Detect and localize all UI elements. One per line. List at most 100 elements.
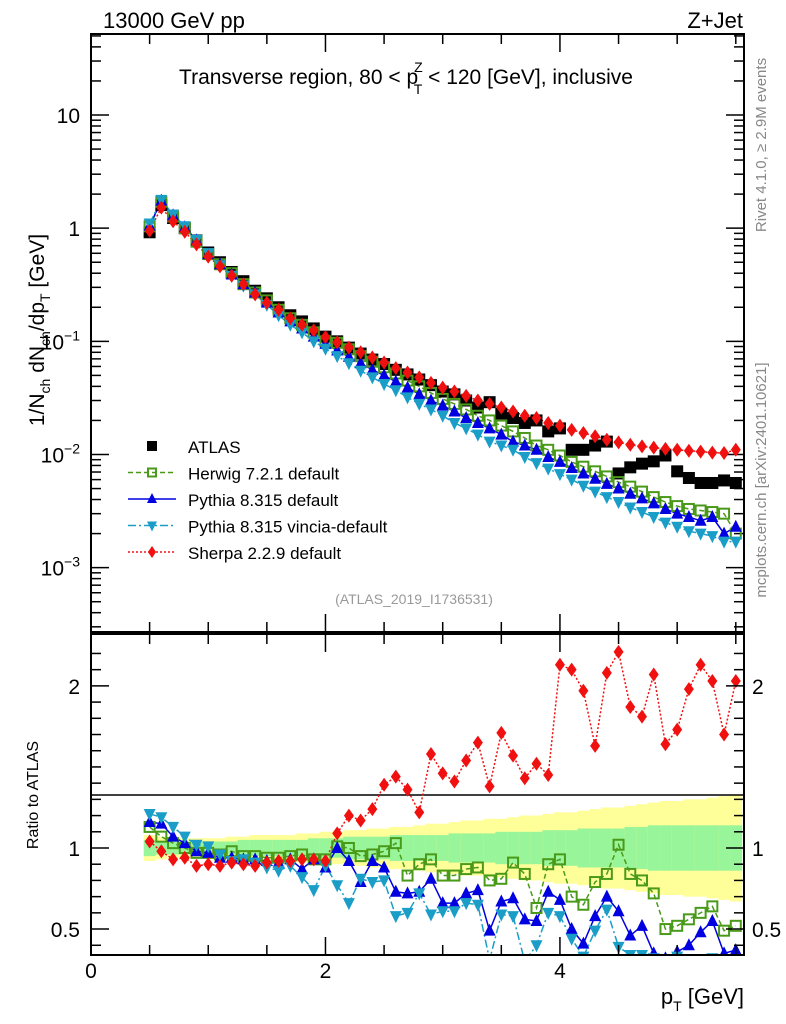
Sherpa-ratio-point — [543, 768, 554, 783]
Pythia8-vincia-point — [448, 417, 461, 430]
Pythia8-vincia-point — [424, 404, 437, 417]
Pythia8-point — [389, 374, 402, 387]
inner-band-bin — [659, 825, 672, 871]
Pythia8-ratio-point — [694, 925, 707, 938]
Pythia8-point — [694, 513, 707, 526]
Pythia8-vincia-point — [647, 512, 660, 525]
Pythia8-point — [729, 519, 742, 532]
Sherpa-ratio-point — [332, 826, 343, 841]
Pythia8-vincia-ratio-point — [155, 812, 168, 825]
Pythia8-vincia-point — [436, 410, 449, 423]
Herwig-ratio-point — [600, 867, 613, 880]
Sherpa-point — [578, 425, 589, 440]
rivet-label: Rivet 4.1.0, ≥ 2.9M events — [753, 58, 770, 232]
Pythia8-vincia-point — [518, 452, 531, 465]
Sherpa-ratio-point — [273, 853, 284, 868]
Pythia8-vincia-ratio-point — [542, 907, 555, 920]
inner-band-bin — [647, 825, 661, 871]
Pythia8-vincia-ratio-point — [553, 911, 566, 924]
inner-band-bin — [624, 826, 637, 870]
Pythia8-vincia-point — [553, 469, 566, 482]
Herwig-ratio-point — [483, 874, 496, 887]
Pythia8-vincia-ratio-point — [589, 925, 602, 938]
Sherpa-point — [625, 437, 636, 452]
Pythia8-point — [495, 427, 508, 440]
ratio-uncertainty-bands — [143, 794, 743, 902]
Sherpa-point — [472, 393, 483, 408]
ratio-frame — [90, 633, 745, 956]
Pythia8-point — [366, 362, 379, 375]
Herwig-ratio-point — [671, 919, 684, 932]
Sherpa-ratio-point — [707, 674, 718, 689]
Herwig-ratio-point — [530, 901, 543, 914]
ATLAS-point — [577, 443, 590, 456]
Sherpa-ratio-point — [648, 667, 659, 682]
Pythia8-vincia-ratio-point — [483, 954, 496, 955]
Sherpa-point — [683, 443, 694, 458]
Sherpa-ratio-point — [402, 782, 413, 797]
ATLAS-point — [589, 439, 602, 452]
Herwig-ratio-point — [624, 867, 637, 880]
Pythia8-vincia-point — [460, 423, 473, 436]
inner-band-bin — [542, 830, 555, 866]
Pythia8-vincia-point — [706, 531, 719, 544]
Sherpa-ratio-point — [590, 738, 601, 753]
legend-marker-Sherpa — [148, 546, 156, 558]
ratio-panel: 2 2 1 1 0.5 0.5 0 2 4 Ratio to ATLAS pT [GeV] — [25, 633, 781, 1014]
ATLAS-point — [624, 461, 637, 474]
Pythia8-vincia-ratio-point — [424, 909, 437, 922]
x-axis-label: pT [GeV] — [661, 984, 744, 1014]
Sherpa-ratio-point — [484, 779, 495, 794]
ratio-y-tick-label-right: 2 — [752, 676, 764, 699]
Herwig-ratio-point — [495, 872, 508, 885]
Sherpa-point — [601, 432, 612, 447]
Pythia8-point — [448, 404, 461, 417]
Sherpa-ratio-point — [601, 665, 612, 680]
legend-label: Herwig 7.2.1 default — [188, 465, 339, 484]
inner-band-bin — [565, 830, 579, 866]
Pythia8-vincia-point — [542, 463, 555, 476]
Pythia8-ratio-point — [706, 913, 719, 926]
ATLAS-point — [671, 465, 684, 478]
Pythia8-vincia-ratio-point — [683, 956, 695, 968]
Pythia8-vincia-ratio-point — [296, 872, 309, 885]
Pythia8-point — [636, 491, 649, 504]
Herwig-line — [148, 200, 737, 534]
Sherpa-point — [414, 370, 425, 385]
Sherpa-ratio-point — [179, 850, 190, 865]
inner-band-bin — [671, 825, 684, 871]
Sherpa-point — [250, 287, 261, 302]
Pythia8-vincia-point — [366, 372, 379, 385]
Sherpa-point — [379, 355, 390, 370]
y-tick-label: 1 — [68, 218, 80, 241]
Sherpa-point — [637, 439, 648, 454]
y-tick-label: 10−3 — [41, 554, 81, 581]
ATLAS-point — [647, 455, 660, 468]
Pythia8-point — [530, 442, 543, 455]
Pythia8-vincia-point — [694, 528, 707, 541]
Pythia8-vincia-point — [507, 444, 520, 457]
Pythia8-vincia-point — [624, 502, 637, 515]
Pythia8-vincia-point — [483, 436, 496, 449]
Sherpa-ratio-point — [578, 683, 589, 698]
Pythia8-point — [378, 368, 391, 381]
Pythia8-ratio-point — [366, 853, 379, 866]
Sherpa-ratio-point — [390, 769, 401, 784]
Sherpa-point — [297, 317, 308, 332]
legend: ATLAS Herwig 7.2.1 default Pythia 8.315 de… — [128, 438, 388, 563]
inner-band-bin — [554, 830, 567, 866]
Pythia8-vincia-ratio-point — [272, 865, 285, 878]
Pythia8-vincia-point — [284, 319, 297, 332]
Sherpa-ratio-point — [214, 858, 225, 873]
Pythia8-ratio-point — [143, 815, 156, 828]
Pythia8-vincia-ratio-point — [718, 956, 730, 968]
Pythia8-vincia-point — [530, 458, 543, 471]
Pythia8-ratio-point — [636, 918, 649, 931]
main-y-axis-label: 1/Nch dNch/dpT [GeV] — [26, 234, 53, 426]
Pythia8-vincia-ratio-point — [636, 950, 649, 955]
legend-marker-ATLAS — [147, 441, 157, 451]
Herwig-ratio-point — [682, 913, 695, 926]
Pythia8-ratio-point — [483, 923, 496, 936]
Sherpa-ratio-point — [379, 777, 390, 792]
